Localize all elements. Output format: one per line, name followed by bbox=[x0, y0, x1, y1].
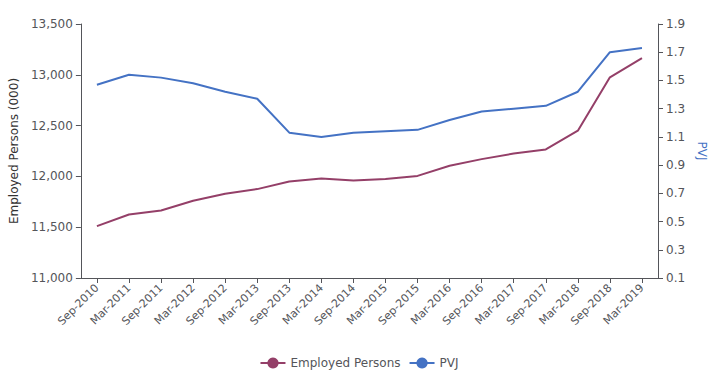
svg-text:1.9: 1.9 bbox=[666, 17, 685, 31]
svg-text:Sep-2012: Sep-2012 bbox=[183, 281, 230, 328]
svg-text:13,000: 13,000 bbox=[31, 68, 73, 82]
svg-text:Mar-2013: Mar-2013 bbox=[215, 281, 262, 328]
svg-text:1.7: 1.7 bbox=[666, 45, 685, 59]
svg-text:Sep-2014: Sep-2014 bbox=[311, 281, 358, 328]
svg-text:Sep-2018: Sep-2018 bbox=[568, 281, 615, 328]
svg-text:Mar-2014: Mar-2014 bbox=[280, 281, 326, 328]
svg-text:Mar-2015: Mar-2015 bbox=[344, 281, 391, 328]
svg-text:0.7: 0.7 bbox=[666, 186, 685, 200]
svg-text:Sep-2015: Sep-2015 bbox=[375, 281, 423, 328]
svg-text:Mar-2016: Mar-2016 bbox=[408, 281, 455, 328]
svg-text:11,500: 11,500 bbox=[31, 220, 73, 234]
svg-text:11,000: 11,000 bbox=[31, 271, 73, 285]
svg-text:0.3: 0.3 bbox=[666, 243, 685, 257]
svg-text:1.3: 1.3 bbox=[666, 102, 685, 116]
svg-text:PVJ: PVJ bbox=[695, 142, 709, 161]
svg-text:Sep-2017: Sep-2017 bbox=[504, 281, 551, 328]
svg-text:0.9: 0.9 bbox=[666, 158, 685, 172]
svg-text:12,500: 12,500 bbox=[31, 119, 73, 133]
svg-text:Mar-2012: Mar-2012 bbox=[151, 281, 198, 328]
svg-text:PVJ: PVJ bbox=[440, 356, 459, 370]
svg-text:0.1: 0.1 bbox=[666, 271, 685, 285]
svg-text:1.5: 1.5 bbox=[666, 73, 685, 87]
svg-text:Sep-2010: Sep-2010 bbox=[55, 281, 102, 328]
svg-text:Sep-2016: Sep-2016 bbox=[439, 281, 487, 328]
svg-text:Sep-2011: Sep-2011 bbox=[119, 281, 166, 328]
svg-text:Mar-2018: Mar-2018 bbox=[536, 281, 583, 328]
svg-text:13,500: 13,500 bbox=[31, 17, 73, 31]
svg-text:12,000: 12,000 bbox=[31, 169, 73, 183]
svg-text:Mar-2017: Mar-2017 bbox=[472, 281, 519, 328]
svg-text:1.1: 1.1 bbox=[666, 130, 685, 144]
svg-text:Employed Persons: Employed Persons bbox=[290, 356, 400, 370]
svg-text:0.5: 0.5 bbox=[666, 215, 685, 229]
svg-text:Sep-2013: Sep-2013 bbox=[247, 281, 294, 328]
svg-text:Employed Persons (000): Employed Persons (000) bbox=[7, 78, 21, 224]
svg-text:Mar-2019: Mar-2019 bbox=[601, 281, 647, 327]
svg-text:Mar-2011: Mar-2011 bbox=[87, 281, 134, 328]
